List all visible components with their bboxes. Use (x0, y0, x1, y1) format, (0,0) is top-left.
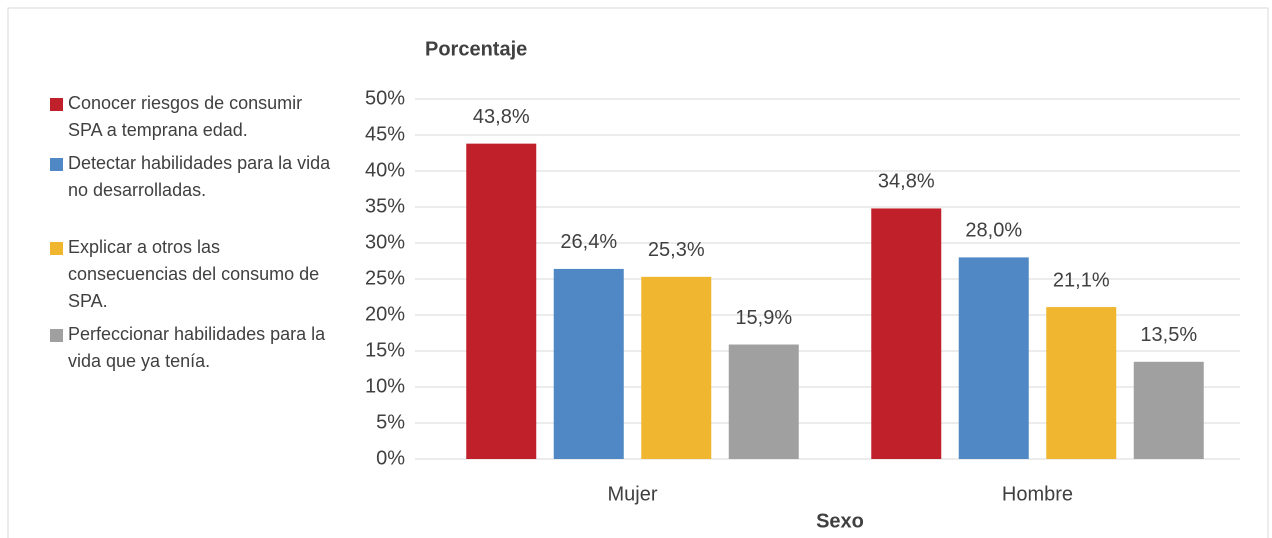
legend-swatch (50, 158, 63, 171)
legend-entry: Conocer riesgos de consumir SPA a tempra… (50, 90, 335, 144)
bar (1046, 307, 1117, 459)
legend-label: Explicar a otros las consecuencias del c… (68, 237, 320, 311)
y-tick-label: 40% (365, 159, 405, 181)
y-tick-label: 15% (365, 339, 405, 361)
legend-swatch (50, 242, 63, 255)
y-tick-label: 10% (365, 375, 405, 397)
x-axis-label: Sexo (816, 510, 864, 532)
bar (641, 276, 712, 459)
legend-label: Detectar habilidades para la vida no des… (68, 153, 331, 200)
bar (553, 268, 624, 459)
value-label: 25,3% (648, 239, 705, 261)
value-label: 28,0% (965, 220, 1022, 242)
legend: Conocer riesgos de consumir SPA a tempra… (50, 90, 335, 375)
y-tick-label: 5% (376, 411, 405, 433)
legend-swatch (50, 98, 63, 111)
y-tick-label: 25% (365, 267, 405, 289)
y-tick-label: 45% (365, 123, 405, 145)
value-label: 13,5% (1140, 324, 1197, 346)
value-label: 34,8% (878, 171, 935, 193)
y-tick-label: 35% (365, 195, 405, 217)
value-label: 43,8% (473, 106, 530, 128)
chart-frame (7, 7, 1269, 538)
y-tick-label: 20% (365, 303, 405, 325)
value-label: 15,9% (735, 307, 792, 329)
legend-label: Perfeccionar habilidades para la vida qu… (68, 324, 326, 371)
x-tick-label: Mujer (607, 483, 657, 505)
y-tick-label: 30% (365, 231, 405, 253)
x-tick-label: Hombre (1002, 483, 1073, 505)
bar (728, 344, 799, 459)
y-tick-label: 0% (376, 447, 405, 469)
legend-label: Conocer riesgos de consumir SPA a tempra… (68, 93, 303, 140)
value-label: 21,1% (1053, 269, 1110, 291)
bar (466, 143, 537, 459)
legend-entry: Detectar habilidades para la vida no des… (50, 150, 335, 204)
y-tick-label: 50% (365, 87, 405, 109)
legend-swatch (50, 329, 63, 342)
bar (958, 257, 1029, 459)
legend-entry: Explicar a otros las consecuencias del c… (50, 234, 335, 315)
bar (871, 208, 942, 459)
bar (1133, 361, 1204, 459)
legend-entry: Perfeccionar habilidades para la vida qu… (50, 321, 335, 375)
value-label: 26,4% (560, 231, 617, 253)
chart-title: Porcentaje (425, 38, 527, 60)
